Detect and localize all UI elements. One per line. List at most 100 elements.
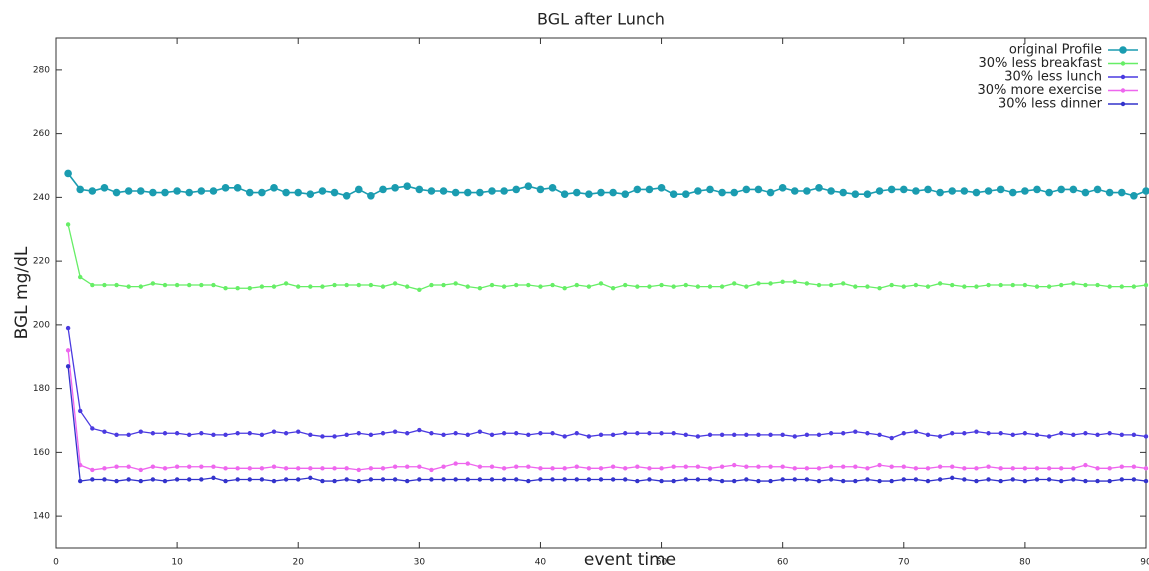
data-point xyxy=(247,286,252,291)
data-point xyxy=(500,187,508,195)
data-point xyxy=(174,431,180,436)
data-point xyxy=(744,477,749,482)
data-point xyxy=(719,432,725,438)
data-point xyxy=(865,466,870,471)
data-point xyxy=(501,477,507,482)
data-point xyxy=(174,477,180,482)
data-point xyxy=(925,478,931,484)
data-point xyxy=(380,477,386,482)
data-point xyxy=(429,282,434,288)
data-point xyxy=(235,431,240,436)
data-point xyxy=(671,284,676,289)
data-point xyxy=(356,282,361,288)
data-point xyxy=(659,431,664,436)
data-point xyxy=(114,478,119,484)
data-point xyxy=(962,466,967,471)
data-point xyxy=(877,286,882,291)
data-point xyxy=(330,188,339,197)
data-point xyxy=(78,274,83,280)
data-point xyxy=(671,478,676,484)
data-point xyxy=(223,286,228,291)
data-point xyxy=(610,477,616,482)
data-point xyxy=(804,281,810,286)
data-point xyxy=(560,190,569,198)
data-point xyxy=(974,466,979,471)
data-point xyxy=(282,188,290,197)
x-tick-label: 20 xyxy=(292,558,304,568)
data-point xyxy=(453,461,458,466)
data-point xyxy=(1059,478,1064,484)
data-point xyxy=(187,477,192,482)
data-point xyxy=(986,477,991,482)
data-point xyxy=(356,478,361,484)
data-point xyxy=(514,477,519,482)
data-point xyxy=(247,477,252,482)
data-point xyxy=(1059,431,1064,436)
data-point xyxy=(1130,191,1138,200)
data-point xyxy=(150,477,156,482)
data-point xyxy=(683,477,688,482)
data-point xyxy=(1119,477,1124,482)
data-point xyxy=(901,477,906,482)
data-point xyxy=(889,478,894,484)
data-point xyxy=(187,282,192,288)
data-point xyxy=(223,432,228,438)
data-point xyxy=(962,477,967,482)
data-point xyxy=(1093,185,1102,194)
data-point xyxy=(657,184,666,192)
y-tick-label: 200 xyxy=(33,320,50,330)
data-point xyxy=(1119,284,1124,289)
data-point xyxy=(901,464,906,469)
data-point xyxy=(102,429,107,434)
data-point xyxy=(1143,478,1149,484)
data-point xyxy=(308,284,313,289)
data-point xyxy=(526,478,531,484)
data-point xyxy=(659,282,664,288)
data-point xyxy=(112,188,121,197)
data-point xyxy=(548,184,557,192)
data-point xyxy=(477,286,483,291)
data-point xyxy=(477,477,483,482)
data-point xyxy=(441,464,446,469)
data-point xyxy=(538,284,543,289)
data-point xyxy=(889,282,894,288)
data-point xyxy=(669,190,678,198)
data-point xyxy=(804,432,810,438)
data-point xyxy=(65,348,71,353)
data-point xyxy=(223,466,228,471)
data-point xyxy=(429,467,434,473)
data-point xyxy=(247,466,252,471)
data-point xyxy=(841,464,846,469)
data-point xyxy=(645,185,654,194)
data-point xyxy=(1069,185,1078,194)
data-point xyxy=(1095,466,1100,471)
data-point xyxy=(865,431,870,436)
data-point xyxy=(790,187,799,195)
data-point xyxy=(683,432,688,438)
data-point xyxy=(937,464,943,469)
data-point xyxy=(1008,188,1017,197)
data-point xyxy=(816,478,822,484)
data-point xyxy=(707,284,713,289)
data-point xyxy=(913,477,919,482)
data-point xyxy=(453,477,458,482)
data-point xyxy=(417,427,422,433)
y-tick-label: 180 xyxy=(33,384,50,394)
data-point xyxy=(211,475,216,481)
data-point xyxy=(633,185,642,194)
data-point xyxy=(209,187,218,195)
data-point xyxy=(780,279,785,285)
data-point xyxy=(1022,282,1028,288)
data-point xyxy=(744,464,749,469)
data-point xyxy=(64,169,72,178)
data-point xyxy=(114,432,119,438)
data-point xyxy=(1119,432,1124,438)
data-point xyxy=(320,284,325,289)
data-point xyxy=(948,187,957,195)
data-point xyxy=(924,185,932,194)
data-point xyxy=(816,432,822,438)
data-point xyxy=(899,185,908,194)
data-point xyxy=(828,477,834,482)
data-point xyxy=(875,187,884,195)
data-point xyxy=(1010,477,1015,482)
